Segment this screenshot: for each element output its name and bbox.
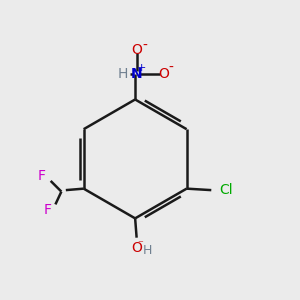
Text: H: H	[142, 244, 152, 256]
Text: N: N	[131, 67, 142, 81]
Text: +: +	[137, 63, 146, 73]
Text: O: O	[131, 241, 142, 255]
Text: O: O	[158, 67, 169, 81]
Text: F: F	[43, 203, 51, 217]
Text: H: H	[117, 67, 128, 81]
Text: F: F	[38, 169, 46, 183]
Text: ⁻: ⁻	[137, 239, 143, 249]
Text: -: -	[169, 61, 173, 75]
Text: Cl: Cl	[219, 183, 233, 197]
Text: -: -	[142, 38, 147, 52]
Text: O: O	[131, 44, 142, 57]
